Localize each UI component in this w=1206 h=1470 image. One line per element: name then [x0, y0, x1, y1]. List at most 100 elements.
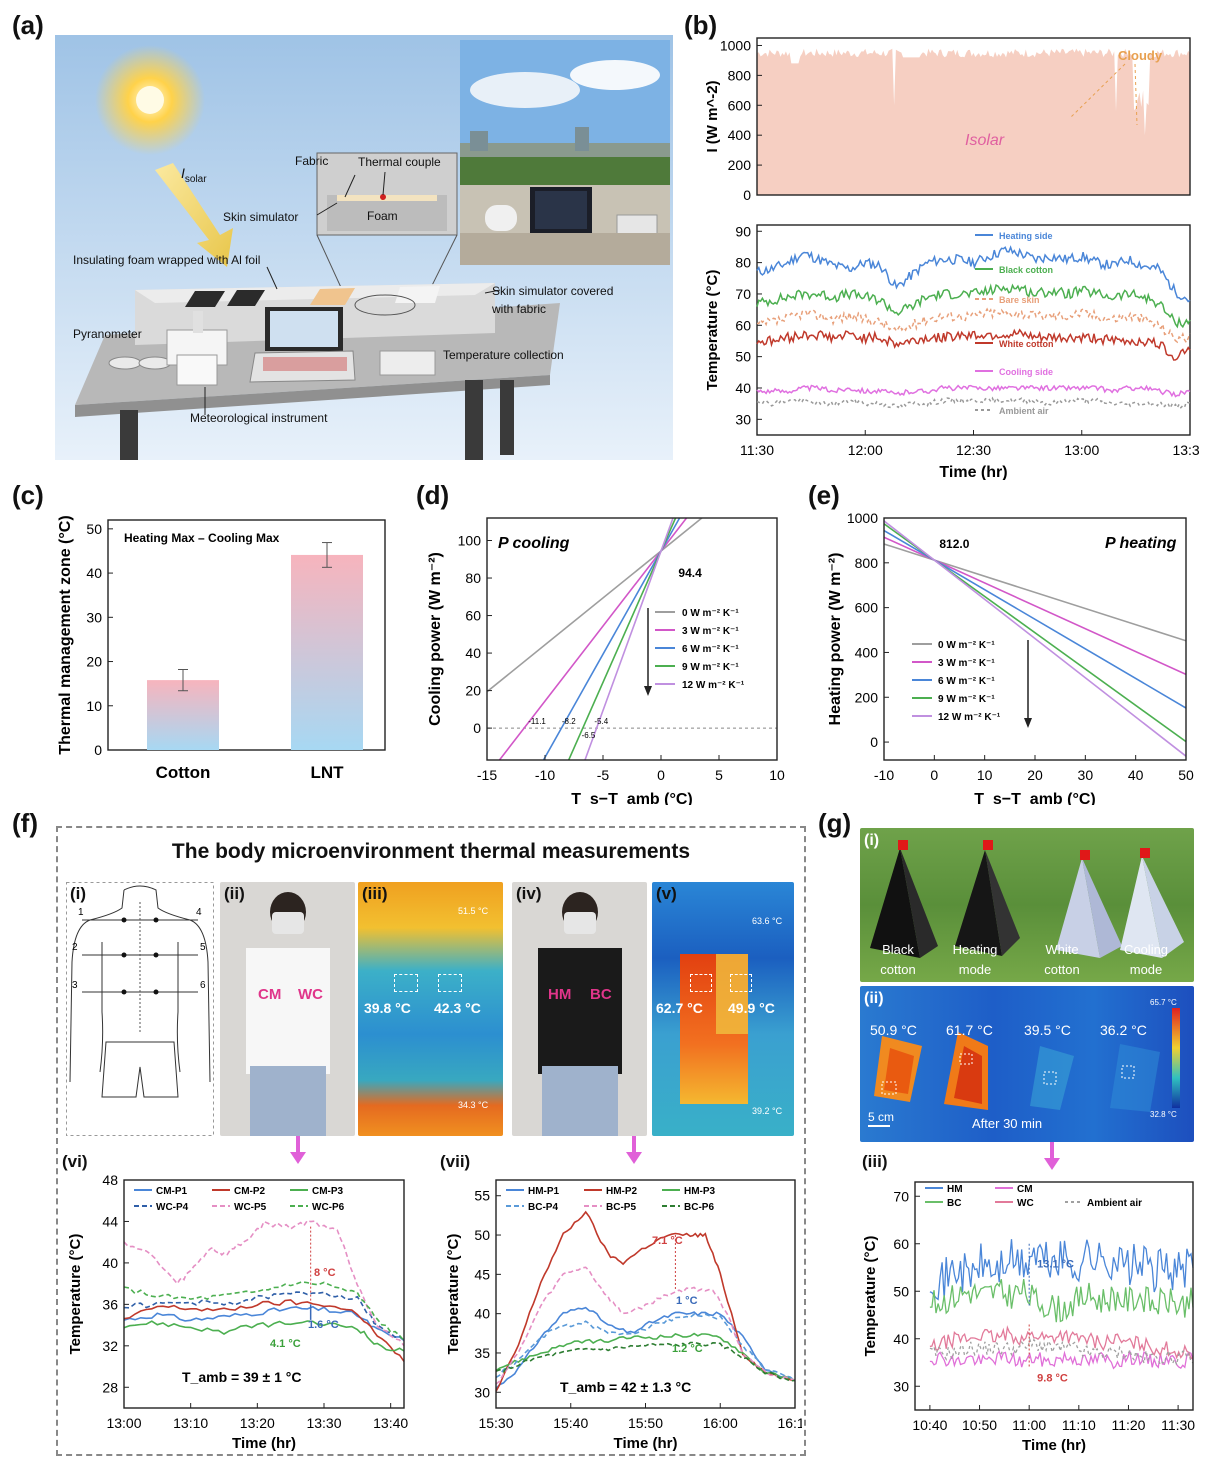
c-ylabel: Thermal management zone (°C) [57, 515, 74, 754]
d-series-line [567, 518, 677, 760]
b-series-ambient-air [756, 396, 1191, 410]
svg-fvii-ytick-label: 35 [474, 1345, 490, 1361]
g-iii-xtick-label: 11:10 [1062, 1417, 1096, 1433]
g-iii-series-bc [929, 1279, 1194, 1323]
d-ytick-label: 60 [465, 608, 481, 624]
svg-fvi-legend-label: CM-P1 [156, 1186, 188, 1197]
temperature-collector [379, 350, 436, 376]
c-ytick-label: 0 [94, 742, 102, 758]
d-ytick-label: 20 [465, 683, 481, 699]
svg-fvii-series-hm-p3 [495, 1332, 796, 1382]
body-outline-diagram: 1 4 2 5 3 6 [66, 882, 214, 1136]
svg-fvi-series-cm-p2 [123, 1299, 405, 1362]
b-top-ytick-label: 1000 [720, 37, 751, 53]
g-iii-ytick-label: 70 [893, 1188, 909, 1204]
d-xtick-label: -10 [535, 767, 555, 783]
svg-fvi-legend-label: CM-P3 [312, 1186, 344, 1197]
svg-fvii-ytick-label: 45 [474, 1266, 490, 1282]
pink-arrow-g [1044, 1142, 1060, 1170]
tent-white-cotton [1056, 858, 1100, 958]
b-bottom-ylabel: Temperature (°C) [704, 270, 721, 391]
e-legend-label: 9 W m⁻² K⁻¹ [938, 694, 995, 705]
b-top-ytick-label: 800 [728, 67, 752, 83]
d-intersection-label: 94.4 [678, 566, 702, 580]
svg-fvii-legend-label: HM-P2 [606, 1186, 638, 1197]
pyranometer-label: Pyranometer [73, 327, 142, 341]
ir-image-black: 62.7 °C 49.9 °C 63.6 °C 39.2 °C [652, 882, 794, 1136]
svg-fvi-series-wc-p6 [123, 1281, 405, 1342]
c-title: Heating Max – Cooling Max [124, 531, 280, 545]
g-sub-ii: (ii) [864, 990, 884, 1007]
e-ytick-label: 800 [855, 555, 879, 571]
d-ytick-label: 40 [465, 645, 481, 661]
g-after-label: After 30 min [972, 1116, 1043, 1131]
d-zero-crossing-label: -11.1 [528, 717, 546, 726]
d-legend-label: 0 W m⁻² K⁻¹ [682, 608, 739, 619]
svg-fvi-xtick-label: 13:40 [373, 1415, 408, 1431]
chart-e: 0 200 400 600 800 1000 -10 0 10 20 30 40 50 Heating p… [827, 510, 1194, 805]
d-xtick-label: 0 [657, 767, 665, 783]
panel-f-title: The body microenvironment thermal measur… [171, 840, 691, 863]
svg-fvii-xtick-label: 16:00 [703, 1415, 738, 1431]
svg-fvii-xtick-label: 15:50 [628, 1415, 663, 1431]
panel-a-illustration: Isolar Fabric Thermal couple Skin simula… [55, 35, 673, 460]
temperature-collection-label: Temperature collection [443, 348, 564, 362]
d-series-line [584, 518, 674, 760]
f-sub-vii: (vii) [440, 1152, 471, 1171]
c-ytick-label: 10 [86, 698, 102, 714]
g-iii-xtick-label: 11:00 [1012, 1417, 1046, 1433]
b-legend-label: Heating side [999, 231, 1053, 241]
f-sub-iv: (iv) [516, 884, 542, 903]
g-iii-ytick-label: 40 [893, 1331, 909, 1347]
svg-fvi-legend-label: CM-P2 [234, 1186, 266, 1197]
svg-fvii-ytick-label: 55 [474, 1188, 490, 1204]
b-cloudy-annotation: Cloudy [1118, 48, 1163, 63]
svg-text:3: 3 [72, 980, 78, 991]
ir-image-tents: 50.9 °C 61.7 °C 39.5 °C 36.2 °C 5 cm Aft… [860, 986, 1194, 1142]
g-iii-xtick-label: 10:40 [912, 1417, 947, 1433]
panel-label-f: (f) [12, 808, 38, 838]
svg-fvi-ytick-label: 44 [102, 1213, 118, 1229]
chart-d: 0 20 40 60 80 100 -15 -10 -5 0 5 10 Cooling power (W… [427, 517, 785, 805]
meteorological-label: Meteorological instrument [190, 411, 328, 425]
g-iii-series-wc [929, 1325, 1194, 1360]
d-legend-label: 6 W m⁻² K⁻¹ [682, 644, 739, 655]
g-iii-ytick-label: 30 [893, 1378, 909, 1394]
g-ir-temp-3: 39.5 °C [1024, 1022, 1071, 1038]
inset-rooftop-photo [460, 40, 670, 265]
svg-fvi-annotation: 1.6 °C [308, 1319, 339, 1331]
panel-label-a: (a) [12, 10, 44, 40]
svg-fvii-annotation: 1 °C [676, 1295, 698, 1307]
g-iii-ylabel: Temperature (°C) [862, 1236, 879, 1357]
d-xtick-label: 10 [769, 767, 785, 783]
g-ir-temp-1: 50.9 °C [870, 1022, 917, 1038]
svg-fvii-xlabel: Time (hr) [614, 1435, 678, 1452]
g-iii-annotation: 9.8 °C [1037, 1373, 1068, 1385]
e-legend-label: 3 W m⁻² K⁻¹ [938, 658, 995, 669]
ir5-temp-a: 62.7 °C [656, 1000, 703, 1016]
fabric-label: Fabric [295, 154, 329, 168]
b-cloudy-arrow [1069, 63, 1126, 119]
svg-fvii-series-bc-p4 [495, 1313, 796, 1382]
svg-fvi-frame [123, 1179, 405, 1409]
b-solar-area [757, 48, 1190, 195]
c-frame [107, 519, 386, 751]
cm-label: CM [258, 986, 282, 1003]
g-photo-label-2: Heating mode [952, 942, 998, 977]
d-legend-label: 3 W m⁻² K⁻¹ [682, 626, 739, 637]
b-bottom-xtick-label: 11:30 [740, 442, 774, 458]
b-bottom-ytick-label: 70 [735, 286, 751, 302]
b-series-black-cotton [756, 283, 1191, 329]
panel-label-d: (d) [416, 480, 450, 510]
svg-fvi-series-cm-p1 [123, 1305, 405, 1342]
ir3-min: 34.3 °C [458, 1100, 489, 1110]
e-xtick-label: 20 [1027, 767, 1043, 783]
svg-fvii-legend-label: BC-P4 [528, 1202, 558, 1213]
svg-fvii-legend-label: HM-P1 [528, 1186, 560, 1197]
svg-fvii-ytick-label: 50 [474, 1227, 490, 1243]
d-series-line [542, 518, 681, 760]
svg-fvii-annotation: 7.1 °C [652, 1235, 683, 1247]
svg-fvi-xtick-label: 13:00 [106, 1415, 141, 1431]
pyranometer [108, 356, 142, 370]
panel-label-b: (b) [684, 10, 718, 40]
